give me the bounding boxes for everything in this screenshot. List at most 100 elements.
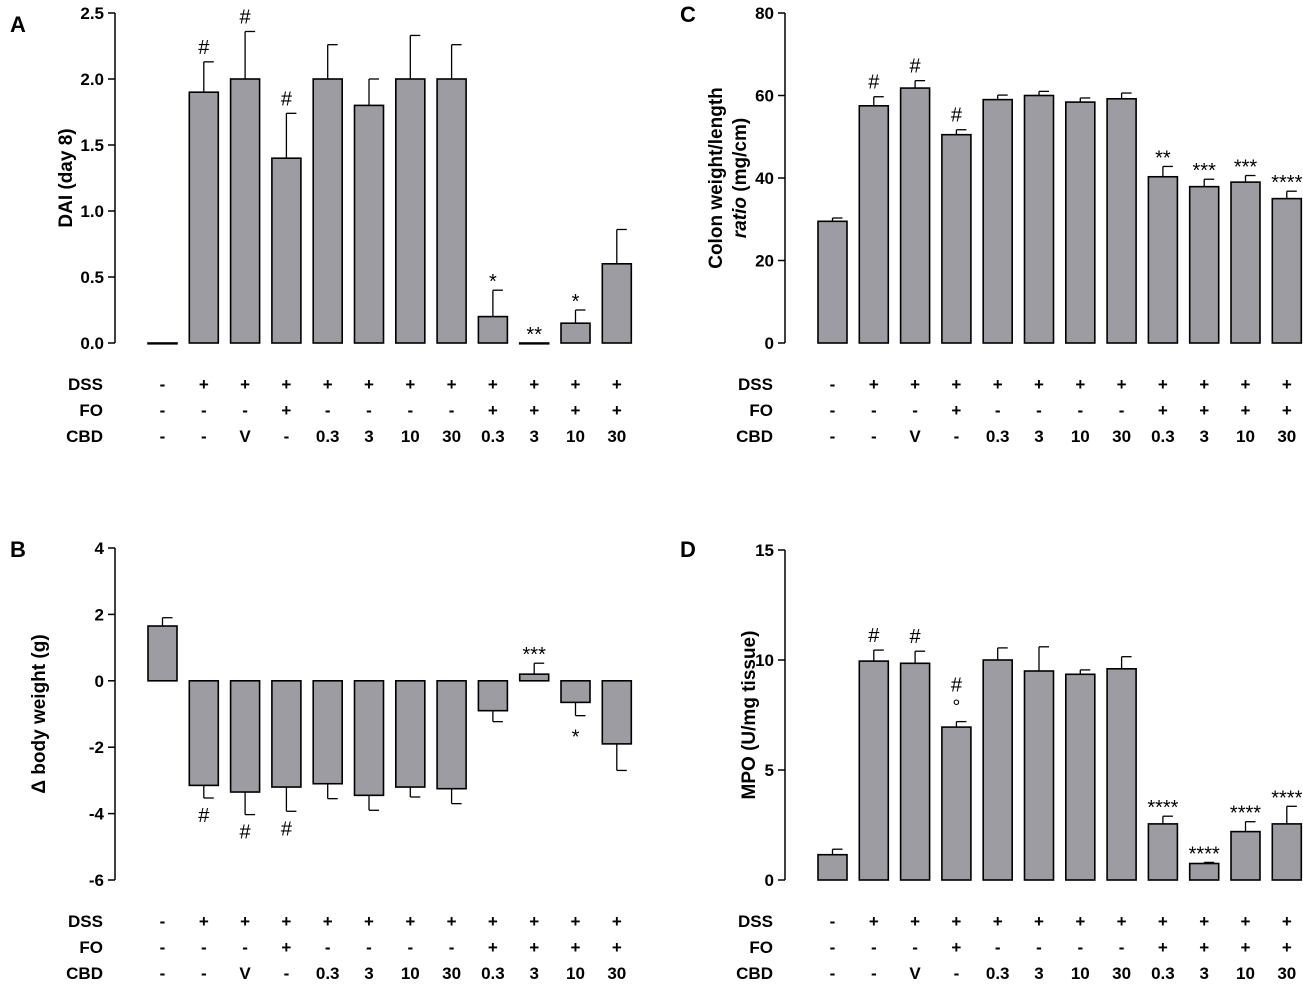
condition-cell: + <box>869 375 879 394</box>
condition-cell: + <box>529 938 539 957</box>
bar <box>1065 101 1096 344</box>
condition-cell: - <box>201 964 207 983</box>
panel-letter: D <box>680 537 696 562</box>
bar <box>560 679 591 704</box>
bar <box>982 98 1014 344</box>
condition-cell: 30 <box>607 427 626 446</box>
condition-cell: - <box>830 912 836 931</box>
significance-label: ** <box>526 324 542 346</box>
bar <box>436 679 467 790</box>
condition-cell: - <box>201 427 207 446</box>
y-tick-label: 0 <box>95 672 104 691</box>
bar <box>229 78 261 344</box>
condition-cell: 3 <box>1199 964 1208 983</box>
condition-cell: + <box>1158 938 1168 957</box>
bar <box>271 679 302 788</box>
y-tick-label: 2 <box>95 605 104 624</box>
condition-cell: - <box>1036 401 1042 420</box>
condition-row-label: FO <box>749 401 773 420</box>
significance-label: # <box>951 105 963 127</box>
condition-cell: 30 <box>442 427 461 446</box>
condition-cell: + <box>571 912 581 931</box>
bar <box>858 660 890 881</box>
significance-label: # <box>198 37 210 59</box>
condition-cell: + <box>1117 912 1127 931</box>
condition-cell: + <box>869 912 879 931</box>
condition-cell: - <box>160 375 166 394</box>
y-tick-label: 80 <box>755 4 774 23</box>
panel-c: C 0 20 40 60 80 Colon weight/length ratio (mg/c… <box>680 2 1303 446</box>
condition-cell: + <box>1282 375 1292 394</box>
bar <box>518 673 550 682</box>
y-tick-label: 40 <box>755 169 774 188</box>
condition-cell: + <box>405 912 415 931</box>
condition-cell: + <box>1199 912 1209 931</box>
condition-cell: - <box>201 938 207 957</box>
condition-cell: V <box>909 964 921 983</box>
significance-label: ** <box>1155 147 1171 169</box>
bar <box>1188 185 1220 344</box>
significance-label: ° <box>952 697 960 719</box>
bar <box>817 220 848 344</box>
condition-cell: - <box>912 938 918 957</box>
condition-cell: - <box>830 375 836 394</box>
condition-cell: + <box>199 912 209 931</box>
condition-cell: + <box>1034 912 1044 931</box>
y-tick-label: 60 <box>755 87 774 106</box>
y-tick-label: 2.5 <box>80 4 104 23</box>
y-tick-label: 0.0 <box>80 334 104 353</box>
bar <box>188 91 220 344</box>
condition-cell: + <box>612 401 622 420</box>
condition-cell: + <box>951 938 961 957</box>
condition-row-label: CBD <box>66 427 103 446</box>
condition-cell: + <box>281 375 291 394</box>
y-axis-label: MPO (U/mg tissue) <box>739 631 760 800</box>
y-axis-label-italic: ratio <box>730 197 751 238</box>
condition-cell: 10 <box>566 427 585 446</box>
condition-cell: + <box>281 938 291 957</box>
condition-cell: + <box>612 375 622 394</box>
y-tick-label: 0 <box>765 334 774 353</box>
bar <box>1106 667 1137 881</box>
condition-cell: + <box>240 375 250 394</box>
condition-cell: - <box>284 427 290 446</box>
condition-cell: + <box>1158 912 1168 931</box>
condition-cell: + <box>447 375 457 394</box>
condition-cell: - <box>830 401 836 420</box>
condition-cell: 0.3 <box>316 964 340 983</box>
condition-cell: + <box>1158 375 1168 394</box>
condition-cell: 3 <box>364 427 373 446</box>
bar <box>1147 823 1179 881</box>
bar <box>899 87 931 344</box>
bar <box>147 625 178 682</box>
significance-label: **** <box>1271 172 1302 194</box>
condition-cell: + <box>281 401 291 420</box>
bar <box>147 342 178 345</box>
condition-cell: - <box>830 938 836 957</box>
bar <box>941 726 972 881</box>
significance-label: **** <box>1189 843 1220 865</box>
panel-letter: B <box>10 537 26 562</box>
condition-cell: + <box>323 912 333 931</box>
y-tick-label: 2.0 <box>80 70 104 89</box>
condition-cell: + <box>529 912 539 931</box>
bar <box>601 262 633 344</box>
bar <box>353 679 385 797</box>
condition-cell: + <box>1034 375 1044 394</box>
condition-row-label: DSS <box>68 375 103 394</box>
condition-cell: + <box>1241 912 1251 931</box>
bar <box>1230 181 1261 344</box>
condition-cell: + <box>993 912 1003 931</box>
y-tick-label: -4 <box>89 805 105 824</box>
y-tick-label: 0.5 <box>80 268 104 287</box>
significance-label: # <box>951 675 963 697</box>
condition-cell: 3 <box>364 964 373 983</box>
condition-cell: - <box>449 938 455 957</box>
condition-cell: + <box>1282 938 1292 957</box>
condition-cell: + <box>529 401 539 420</box>
condition-cell: 10 <box>401 427 420 446</box>
condition-cell: 0.3 <box>481 427 505 446</box>
condition-cell: - <box>871 401 877 420</box>
condition-cell: 10 <box>1071 427 1090 446</box>
